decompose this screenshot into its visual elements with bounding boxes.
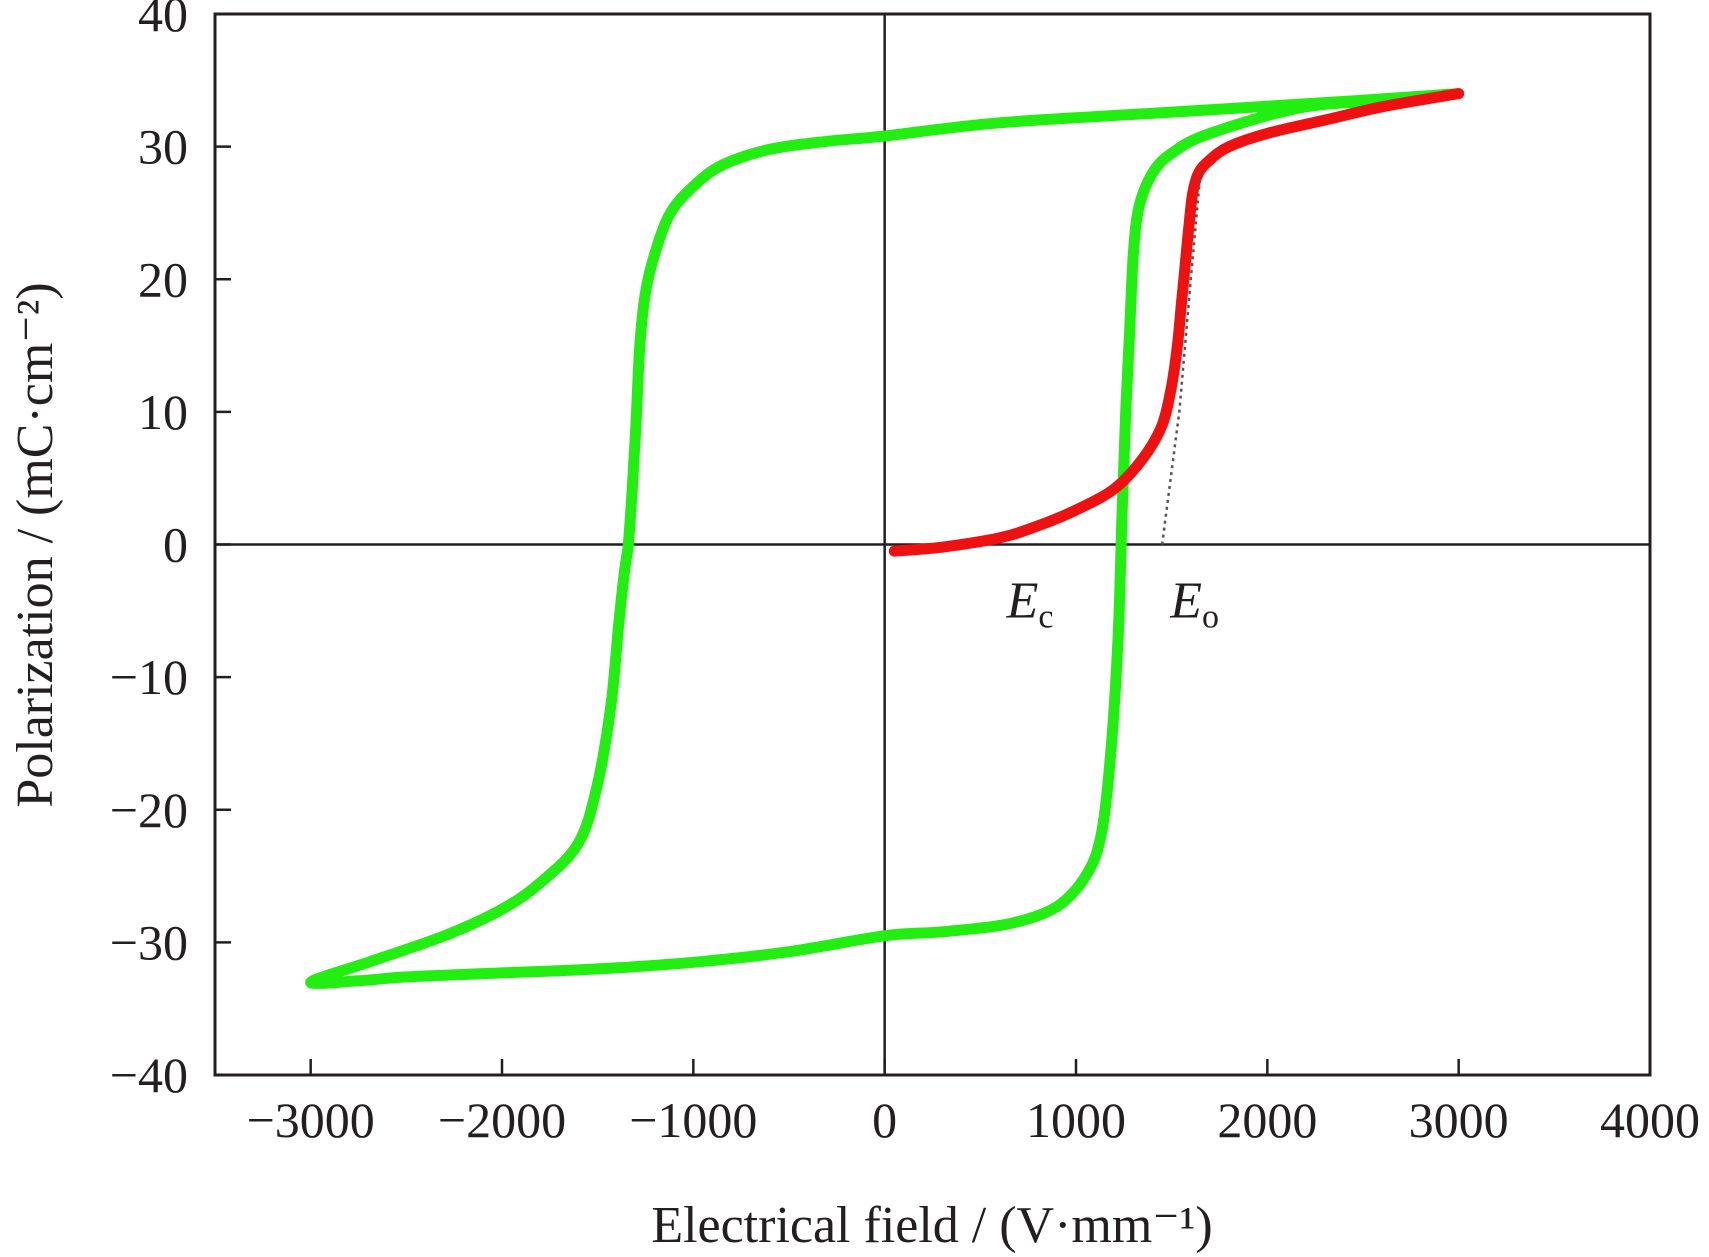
x-tick-label: 4000 <box>1600 1092 1700 1148</box>
y-tick-label: 30 <box>138 119 188 175</box>
annotation-label: Ec <box>1006 572 1054 635</box>
annotation-main: E <box>1169 572 1202 629</box>
y-tick-label: −40 <box>110 1047 188 1103</box>
annotation-main: E <box>1006 572 1039 629</box>
y-axis-label: Polarization / (mC·cm⁻²) <box>7 282 64 807</box>
annotation-subscript: c <box>1038 598 1053 635</box>
y-axis-ticks: 40 30 20 10 0 −10 −20 −30 −40 <box>110 0 231 1103</box>
y-tick-label: 20 <box>138 251 188 307</box>
x-tick-label: −3000 <box>247 1092 375 1148</box>
x-tick-label: −2000 <box>438 1092 566 1148</box>
x-tick-label: 2000 <box>1217 1092 1317 1148</box>
y-tick-label: −10 <box>110 649 188 705</box>
initial-polarization-line <box>888 88 1465 557</box>
y-tick-label: 10 <box>138 384 188 440</box>
hysteresis-loop-line <box>305 88 1465 989</box>
x-tick-label: 3000 <box>1409 1092 1509 1148</box>
x-axis-label: Electrical field / (V·mm⁻¹) <box>651 1197 1212 1254</box>
x-tick-label: 0 <box>872 1092 897 1148</box>
y-tick-label: −20 <box>110 782 188 838</box>
y-tick-label: 40 <box>138 0 188 42</box>
x-tick-label: −1000 <box>629 1092 757 1148</box>
x-tick-label: 1000 <box>1026 1092 1126 1148</box>
y-tick-label: −30 <box>110 914 188 970</box>
y-tick-label: 0 <box>163 517 188 573</box>
annotation-subscript: o <box>1202 598 1219 635</box>
annotation-label: Eo <box>1169 572 1219 635</box>
x-axis-ticks: −3000 −2000 −1000 0 1000 2000 3000 4000 <box>247 1059 1700 1148</box>
annotations: Ec Eo <box>1006 572 1219 635</box>
series-layer <box>305 88 1465 989</box>
